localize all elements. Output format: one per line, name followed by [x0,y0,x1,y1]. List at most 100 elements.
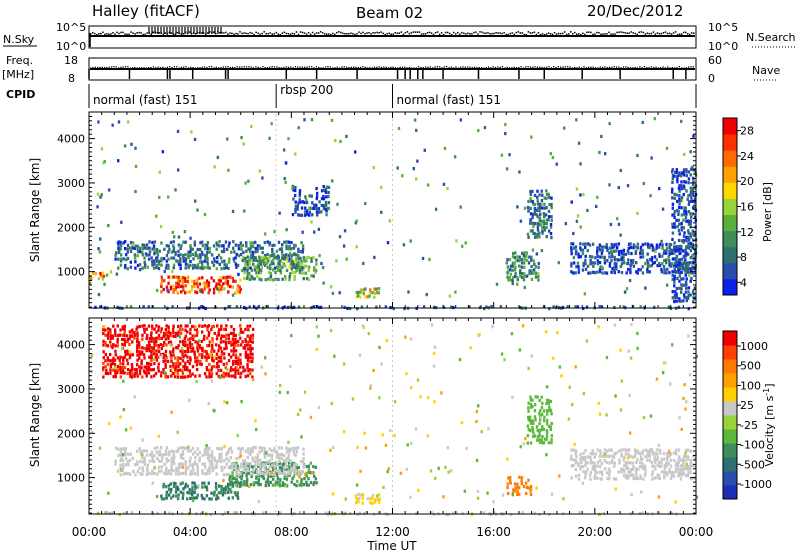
heatmap-cell [182,487,185,491]
heatmap-cell [165,490,169,494]
heatmap-cell [157,459,161,463]
heatmap-cell [285,467,289,472]
heatmap-cell [544,330,548,334]
heatmap-cell [300,262,304,266]
heatmap-cell [228,257,231,261]
heatmap-cell [141,469,145,473]
heatmap-cell [687,231,690,235]
heatmap-cell [511,281,514,286]
heatmap-cell [119,447,123,451]
nave-point [618,66,620,68]
heatmap-cell [388,219,392,223]
heatmap-cell [674,290,677,294]
heatmap-cell [301,247,305,251]
nsky-point [362,31,364,34]
heatmap-cell [322,184,325,189]
heatmap-cell [527,409,530,413]
heatmap-cell [635,473,638,478]
heatmap-cell [206,240,210,245]
heatmap-cell [260,256,264,260]
heatmap-cell [167,257,170,261]
nsky-point [648,32,651,35]
heatmap-cell [550,196,553,200]
heatmap-cell [170,356,173,360]
heatmap-cell [218,262,221,267]
nsky-point [547,32,550,34]
heatmap-cell [509,476,512,480]
heatmap-cell [681,249,685,253]
heatmap-cell [371,501,374,506]
heatmap-cell [646,258,649,263]
heatmap-cell [354,494,357,498]
heatmap-cell [219,279,222,283]
heatmap-cell [191,252,195,256]
heatmap-cell [679,467,683,472]
heatmap-cell [177,333,180,337]
heatmap-cell [678,184,681,188]
heatmap-cell [263,447,266,451]
nave-point [434,66,436,68]
heatmap-cell [134,260,137,264]
nave-point [671,66,674,69]
heatmap-cell [206,247,210,251]
heatmap-cell [300,481,303,485]
heatmap-cell [320,203,324,208]
heatmap-cell [304,198,308,202]
heatmap-cell [477,404,480,408]
heatmap-cell [679,477,683,481]
heatmap-cell [613,243,616,247]
heatmap-cell [208,372,211,376]
heatmap-cell [122,241,125,245]
heatmap-cell [620,262,624,266]
heatmap-cell [684,180,687,184]
heatmap-cell [246,255,249,259]
heatmap-cell [416,159,419,163]
heatmap-cell [117,243,120,248]
y-tick-label: 4000 [57,339,85,352]
heatmap-cell [212,493,216,497]
nave-point [213,67,215,69]
heatmap-cell [175,345,178,350]
heatmap-cell [205,243,209,248]
heatmap-cell [299,408,302,412]
heatmap-cell [477,128,480,133]
heatmap-cell [689,461,693,465]
heatmap-cell [254,240,257,244]
heatmap-cell [649,414,653,418]
heatmap-cell [630,322,633,327]
heatmap-cell [393,434,396,438]
heatmap-cell [550,218,553,223]
heatmap-cell [335,259,338,263]
heatmap-cell [194,374,197,378]
heatmap-cell [283,472,286,476]
heatmap-cell [227,372,230,376]
heatmap-cell [251,347,254,351]
heatmap-cell [165,496,168,500]
nave-point [241,66,243,68]
heatmap-cell [219,491,222,495]
heatmap-cell [200,260,204,264]
heatmap-cell [511,264,514,268]
heatmap-cell [239,287,242,292]
nsky-label: N.Sky [3,33,35,46]
nave-point [327,66,329,68]
heatmap-cell [523,251,526,255]
heatmap-cell [96,511,100,515]
heatmap-cell [593,467,597,471]
heatmap-cell [111,336,114,340]
heatmap-cell [685,267,688,271]
heatmap-cell [175,281,178,285]
nave-point [446,66,448,68]
heatmap-cell [203,481,206,485]
freq-unit-label: [MHz] [2,68,34,81]
heatmap-cell [627,261,630,266]
heatmap-cell [198,343,201,348]
heatmap-cell [393,400,397,404]
heatmap-cell [545,218,549,222]
heatmap-cell [464,241,467,245]
heatmap-cell [378,345,381,350]
heatmap-cell [298,198,301,202]
heatmap-cell [302,465,306,469]
heatmap-cell [157,328,160,332]
heatmap-cell [536,199,539,203]
